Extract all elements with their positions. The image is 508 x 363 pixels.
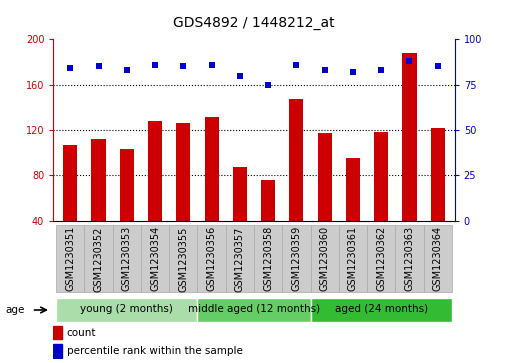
Point bbox=[349, 69, 357, 75]
Bar bbox=[233, 167, 247, 266]
Text: percentile rank within the sample: percentile rank within the sample bbox=[67, 346, 242, 356]
FancyBboxPatch shape bbox=[310, 298, 452, 322]
Point bbox=[321, 67, 329, 73]
FancyBboxPatch shape bbox=[141, 225, 169, 292]
Text: GSM1230353: GSM1230353 bbox=[122, 226, 132, 291]
Point bbox=[236, 73, 244, 78]
Bar bbox=[205, 118, 218, 266]
FancyBboxPatch shape bbox=[84, 225, 113, 292]
FancyBboxPatch shape bbox=[339, 225, 367, 292]
Bar bbox=[176, 123, 190, 266]
Text: GSM1230359: GSM1230359 bbox=[292, 226, 301, 291]
Text: GSM1230352: GSM1230352 bbox=[93, 226, 104, 291]
FancyBboxPatch shape bbox=[310, 225, 339, 292]
Point bbox=[179, 64, 187, 69]
Text: count: count bbox=[67, 327, 96, 338]
Text: GSM1230354: GSM1230354 bbox=[150, 226, 160, 291]
Text: GSM1230364: GSM1230364 bbox=[433, 226, 442, 291]
FancyBboxPatch shape bbox=[198, 225, 226, 292]
Point bbox=[208, 62, 216, 68]
FancyBboxPatch shape bbox=[282, 225, 310, 292]
FancyBboxPatch shape bbox=[367, 225, 395, 292]
Text: aged (24 months): aged (24 months) bbox=[335, 305, 428, 314]
Bar bbox=[431, 128, 445, 266]
FancyBboxPatch shape bbox=[56, 298, 198, 322]
Text: GSM1230363: GSM1230363 bbox=[404, 226, 415, 291]
Text: GSM1230362: GSM1230362 bbox=[376, 226, 386, 291]
Bar bbox=[261, 180, 275, 266]
Bar bbox=[346, 158, 360, 266]
Bar bbox=[374, 132, 388, 266]
Bar bbox=[318, 133, 332, 266]
Point bbox=[94, 64, 103, 69]
Point bbox=[264, 82, 272, 87]
Text: GSM1230358: GSM1230358 bbox=[263, 226, 273, 291]
Point bbox=[66, 65, 74, 71]
Point bbox=[151, 62, 159, 68]
Bar bbox=[402, 53, 417, 266]
Text: GDS4892 / 1448212_at: GDS4892 / 1448212_at bbox=[173, 16, 335, 30]
Point bbox=[434, 64, 442, 69]
Point bbox=[377, 67, 385, 73]
FancyBboxPatch shape bbox=[169, 225, 198, 292]
FancyBboxPatch shape bbox=[424, 225, 452, 292]
Text: middle aged (12 months): middle aged (12 months) bbox=[188, 305, 320, 314]
FancyBboxPatch shape bbox=[113, 225, 141, 292]
Text: young (2 months): young (2 months) bbox=[80, 305, 173, 314]
Bar bbox=[91, 139, 106, 266]
Bar bbox=[120, 149, 134, 266]
Bar bbox=[53, 326, 62, 339]
Text: GSM1230356: GSM1230356 bbox=[207, 226, 216, 291]
FancyBboxPatch shape bbox=[395, 225, 424, 292]
Text: GSM1230361: GSM1230361 bbox=[348, 226, 358, 291]
FancyBboxPatch shape bbox=[226, 225, 254, 292]
Point bbox=[405, 58, 414, 64]
Text: GSM1230360: GSM1230360 bbox=[320, 226, 330, 291]
Text: GSM1230357: GSM1230357 bbox=[235, 226, 245, 291]
Text: GSM1230351: GSM1230351 bbox=[66, 226, 75, 291]
Text: age: age bbox=[5, 305, 24, 315]
Point bbox=[292, 62, 300, 68]
Text: GSM1230355: GSM1230355 bbox=[178, 226, 188, 291]
Bar bbox=[148, 121, 162, 266]
FancyBboxPatch shape bbox=[198, 298, 310, 322]
FancyBboxPatch shape bbox=[254, 225, 282, 292]
Bar bbox=[63, 145, 77, 266]
Point bbox=[123, 67, 131, 73]
Bar bbox=[290, 99, 303, 266]
Bar bbox=[53, 344, 62, 358]
FancyBboxPatch shape bbox=[56, 225, 84, 292]
